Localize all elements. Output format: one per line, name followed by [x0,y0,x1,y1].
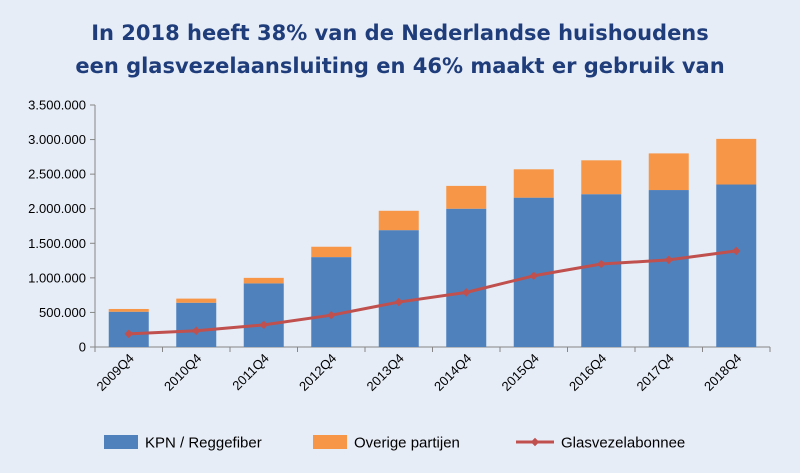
line-series [124,246,741,339]
y-tick-label: 1.500.000 [28,236,86,251]
x-tick-labels: 2009Q4 2010Q4 2011Q4 2012Q4 2013Q4 2014Q4 2015… [94,351,745,394]
x-tick-label: 2017Q4 [634,351,677,394]
bar-kpn-reggefiber [446,208,487,347]
y-tick-label: 3.500.000 [28,98,86,113]
legend-label: Overige partijen [354,435,460,452]
bar-overige-partijen [243,277,284,284]
glasvezelabonnee-point [124,329,133,339]
x-tick-label: 2013Q4 [364,351,407,394]
glasvezelabonnee-point [259,320,268,330]
glasvezelabonnee-point [394,297,403,307]
y-tick-label: 2.500.000 [28,167,86,182]
bar-overige-partijen [648,153,689,191]
legend-marker [530,437,540,447]
bar-overige-partijen [311,246,352,258]
legend: KPN / Reggefiber Overige partijen Glasveze… [104,435,685,452]
y-tick-label: 0 [79,340,86,355]
glasvezelabonnee-point [597,259,606,269]
bar-kpn-reggefiber [176,302,217,347]
axes: 0 500.000 1.000.000 1.500.000 2.000.000 2.500… [28,98,771,355]
x-tick-label: 2016Q4 [566,351,609,394]
x-tick-label: 2014Q4 [431,351,474,394]
bar-kpn-reggefiber [581,194,622,347]
chart-subtitle: een glasvezelaansluiting en 46% maakt er… [75,54,724,78]
bar-kpn-reggefiber [243,283,284,347]
y-tick-label: 500.000 [39,305,86,320]
glasvezelabonnee-point [732,246,741,256]
glasvezelabonnee-point [529,271,538,280]
legend-label: KPN / Reggefiber [145,435,262,452]
legend-label: Glasvezelabonnee [561,435,685,452]
bar-overige-partijen [581,160,622,195]
y-tick-label: 2.000.000 [28,201,86,216]
bar-kpn-reggefiber [716,184,757,347]
bar-kpn-reggefiber [648,190,689,347]
y-tick-label: 1.000.000 [28,270,86,285]
x-tick-label: 2015Q4 [499,351,542,394]
bar-kpn-reggefiber [311,257,352,347]
x-tick-label: 2010Q4 [161,351,204,394]
bar-kpn-reggefiber [108,311,149,347]
glasvezelabonnee-point [192,326,201,335]
bar-overige-partijen [176,298,217,303]
bar-overige-partijen [446,185,487,209]
bar-overige-partijen [108,308,149,312]
x-tick-label: 2012Q4 [296,351,339,394]
bar-overige-partijen [378,210,419,231]
legend-swatch [104,435,138,449]
y-tick-label: 3.000.000 [28,132,86,147]
x-tick-label: 2018Q4 [701,351,744,394]
glasvezelabonnee-point [462,288,471,297]
glasvezelabonnee-point [664,255,673,265]
chart-title: In 2018 heeft 38% van de Nederlandse hui… [91,21,709,45]
x-tick-label: 2011Q4 [229,351,272,394]
x-tick-label: 2009Q4 [94,351,137,394]
glasvezelabonnee-point [327,310,336,320]
legend-swatch [313,435,347,449]
glasvezelabonnee-line [128,249,737,336]
bar-overige-partijen [716,138,757,185]
bars [108,138,757,347]
bar-kpn-reggefiber [378,230,419,347]
bar-overige-partijen [513,169,554,198]
